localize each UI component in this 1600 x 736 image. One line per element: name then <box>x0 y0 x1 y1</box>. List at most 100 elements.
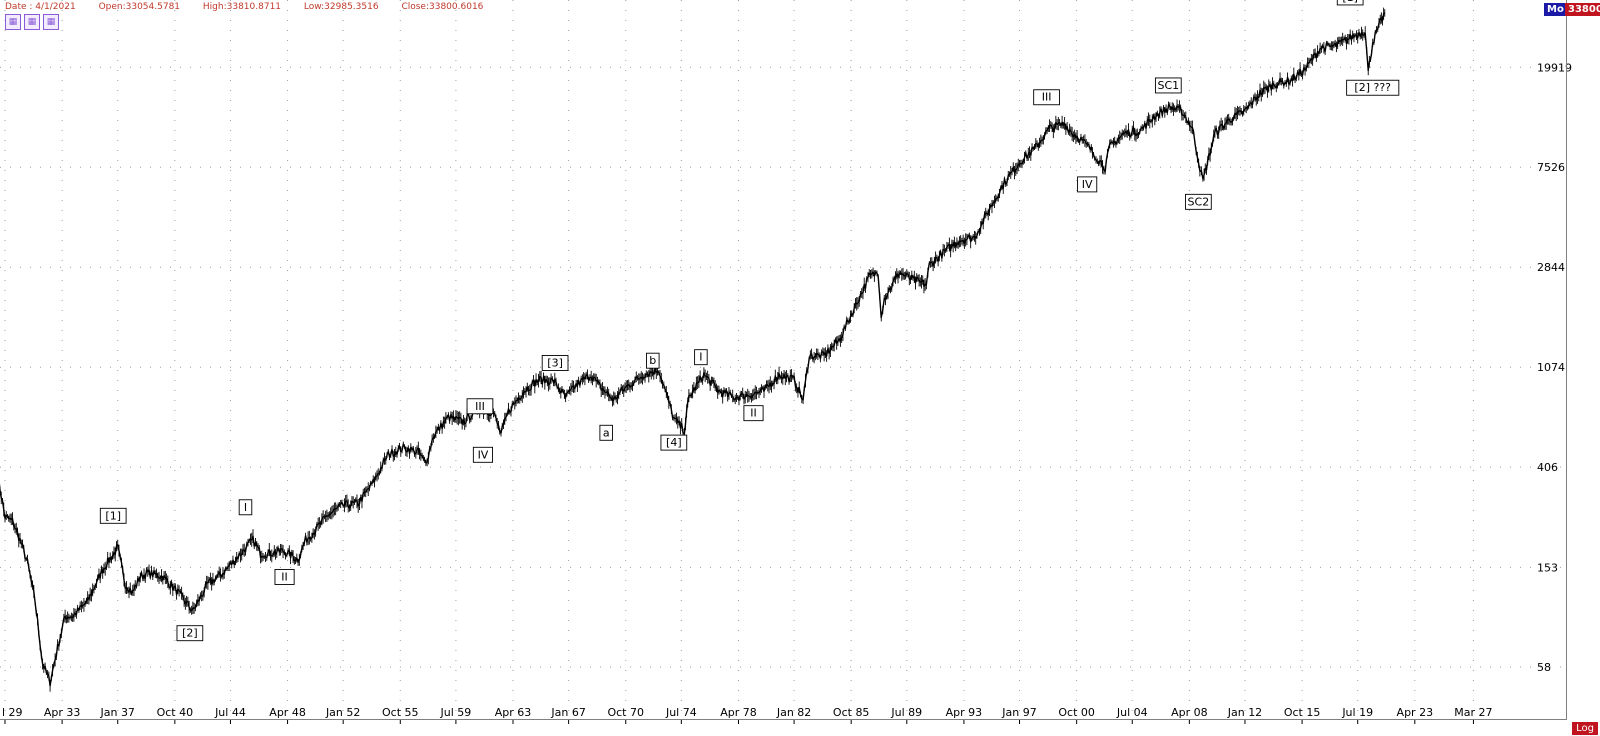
x-tick-label: Jul 04 <box>1116 706 1148 719</box>
wave-label-text: [4] <box>666 436 682 449</box>
log-scale-button[interactable]: Log <box>1572 722 1598 735</box>
x-tick-label: l 29 <box>2 706 23 719</box>
wave-label-box <box>599 424 613 441</box>
x-tick-label: Jan 37 <box>99 706 134 719</box>
wave-label-text: b <box>649 354 656 367</box>
wave-label-box <box>1185 193 1212 210</box>
x-tick-label: Apr 63 <box>495 706 532 719</box>
x-tick-label: Apr 33 <box>44 706 81 719</box>
y-axis: 58 153 406 1074 2844 7526 19919 <box>1537 61 1572 674</box>
close-price-badge: 33800 <box>1565 3 1600 16</box>
wave-label-box <box>1077 176 1098 193</box>
x-tick-label: Jul 74 <box>665 706 697 719</box>
wave-label: [4] <box>660 434 688 451</box>
chart-grid <box>0 0 1567 720</box>
wave-label: I <box>238 499 253 516</box>
x-tick-label: Oct 70 <box>607 706 644 719</box>
wave-label: [2] <box>176 625 204 642</box>
header-high: High:33810.8711 <box>202 2 282 12</box>
wave-label-text: [2] <box>182 627 198 640</box>
y-tick-label: 153 <box>1537 561 1558 574</box>
wave-label-text: III <box>1042 91 1052 104</box>
symbol-badge: Mo <box>1544 3 1567 16</box>
wave-label: III <box>1033 89 1060 106</box>
x-axis: l 29 Apr 33 Jan 37 Oct 40 Jul 44 Apr 48 Jan 52… <box>2 706 1493 724</box>
y-tick-label: 7526 <box>1537 161 1565 174</box>
chart-toolbar: ▦ ▦ ▦ <box>5 14 59 30</box>
x-tick-label: Oct 55 <box>382 706 419 719</box>
wave-label: [3] <box>541 355 569 371</box>
y-tick-label: 58 <box>1537 661 1551 674</box>
price-line <box>0 12 1386 687</box>
wave-label: [1] <box>99 507 127 524</box>
wave-label-text: SC2 <box>1188 195 1210 208</box>
header-low: Low:32985.3516 <box>303 2 379 12</box>
wave-label-text: I <box>244 501 247 514</box>
wave-label-box <box>1033 89 1060 106</box>
chart-tool-icon[interactable]: ▦ <box>43 14 59 30</box>
x-tick-label: Jan 82 <box>776 706 811 719</box>
wave-label-text: IV <box>478 448 489 461</box>
chart-tool-icon[interactable]: ▦ <box>5 14 21 30</box>
wave-label: II <box>274 569 295 585</box>
wave-label-box <box>541 355 569 371</box>
x-tick-label: Mar 27 <box>1454 706 1492 719</box>
header-close: Close:33800.6016 <box>401 2 484 12</box>
wave-label: [2] ??? <box>1346 79 1400 96</box>
header-open: Open:33054.5781 <box>98 2 181 12</box>
y-tick-label: 2844 <box>1537 261 1565 274</box>
wave-label-box <box>274 569 295 585</box>
x-tick-label: Jan 67 <box>550 706 585 719</box>
wave-label-box <box>743 405 764 422</box>
x-tick-label: Jul 44 <box>214 706 246 719</box>
wave-label-text: IV <box>1082 178 1093 191</box>
price-series <box>0 7 1386 692</box>
wave-label: SC2 <box>1185 193 1212 210</box>
x-tick-label: Jan 12 <box>1227 706 1262 719</box>
wave-label-text: a <box>603 426 610 439</box>
x-tick-label: Oct 85 <box>833 706 870 719</box>
chart-tool-icon[interactable]: ▦ <box>24 14 40 30</box>
wave-label-box <box>660 434 688 451</box>
wave-label-box <box>1154 77 1182 94</box>
x-tick-label: Oct 15 <box>1284 706 1321 719</box>
wave-label-box <box>238 499 253 516</box>
wave-label: II <box>743 405 764 422</box>
y-tick-label: 406 <box>1537 461 1558 474</box>
wave-label-box <box>472 446 494 463</box>
wave-label-box <box>694 349 708 366</box>
x-tick-label: Apr 93 <box>946 706 983 719</box>
wave-label-box <box>1346 79 1400 96</box>
wave-label: IV <box>472 446 494 463</box>
x-tick-label: Apr 23 <box>1397 706 1434 719</box>
x-tick-label: Oct 00 <box>1058 706 1095 719</box>
wave-label-text: II <box>281 570 288 583</box>
x-tick-label: Jul 19 <box>1341 706 1373 719</box>
header-date: Date : 4/1/2021 <box>5 2 76 12</box>
x-tick-label: Apr 78 <box>720 706 757 719</box>
wave-label: I <box>694 349 708 366</box>
wave-label: SC1 <box>1154 77 1182 94</box>
wave-label-box <box>176 625 204 642</box>
wave-annotations: [1][2]IIIIIIIV[3]ab[4]IIIIIIIVSC1SC2[1][… <box>99 0 1400 642</box>
y-tick-label: 19919 <box>1537 61 1572 74</box>
wave-label: a <box>599 424 613 441</box>
wave-label-box <box>1336 0 1364 6</box>
x-tick-label: Apr 08 <box>1171 706 1208 719</box>
wave-label-text: SC1 <box>1157 79 1179 92</box>
x-tick-label: Jan 52 <box>325 706 360 719</box>
y-tick-label: 1074 <box>1537 361 1565 374</box>
wave-label: [1] <box>1336 0 1364 6</box>
x-tick-label: Jul 59 <box>440 706 472 719</box>
wave-label: IV <box>1077 176 1098 193</box>
x-tick-label: Oct 40 <box>157 706 194 719</box>
wave-label-text: [2] ??? <box>1354 81 1391 94</box>
wave-label-text: III <box>475 400 485 413</box>
wave-label-box <box>466 398 494 415</box>
wave-label: b <box>646 352 660 369</box>
wave-label-box <box>646 352 660 369</box>
x-tick-label: Apr 48 <box>269 706 306 719</box>
wave-label-text: I <box>699 351 702 364</box>
wave-label-text: [3] <box>547 356 563 369</box>
